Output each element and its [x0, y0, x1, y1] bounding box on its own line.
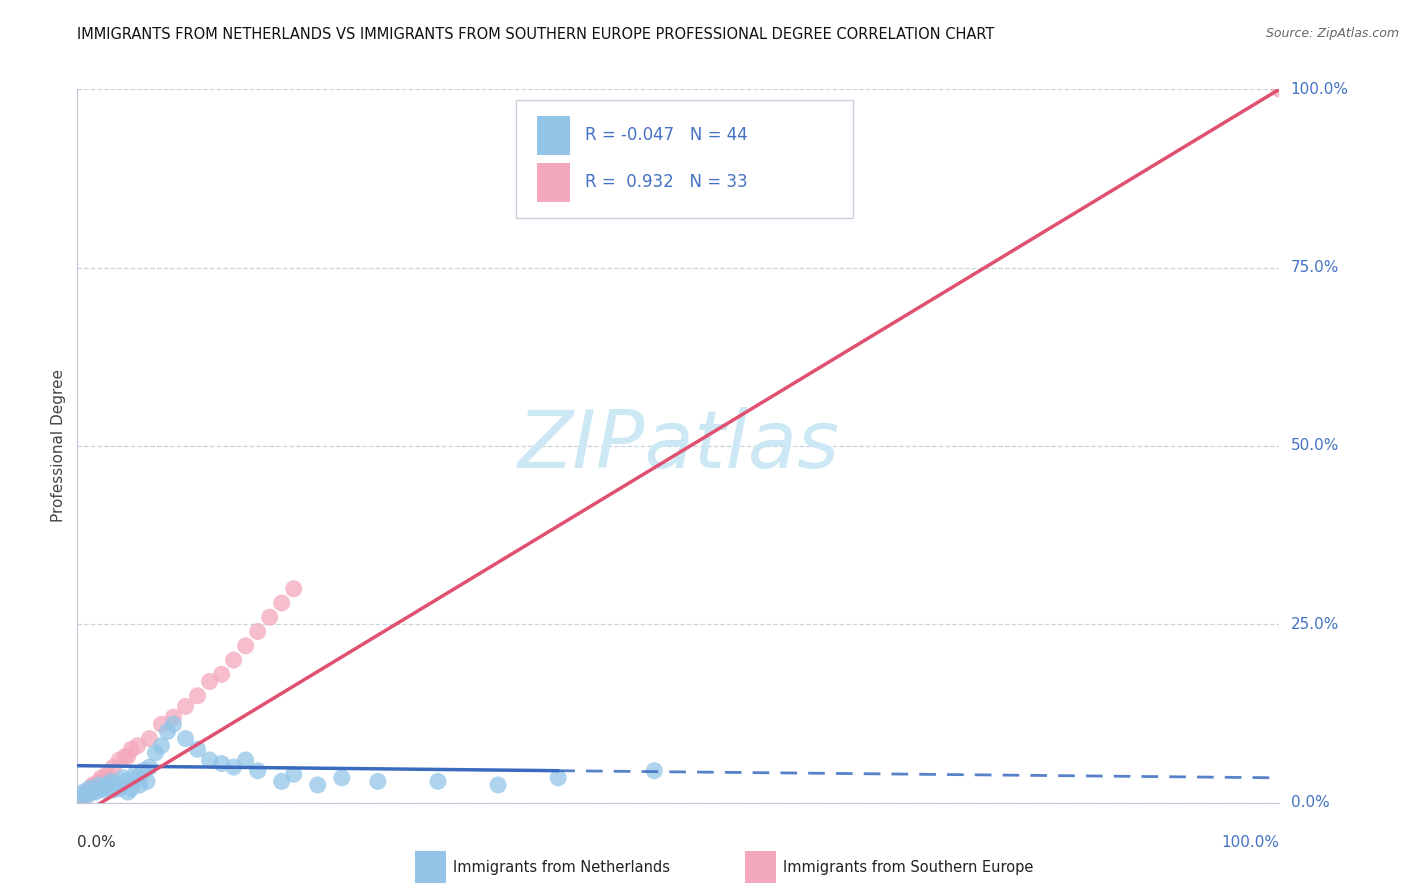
Point — [80, 785, 103, 799]
Point — [103, 760, 125, 774]
Point — [174, 699, 197, 714]
Point — [72, 785, 94, 799]
FancyBboxPatch shape — [537, 162, 571, 202]
Point — [186, 742, 209, 756]
Point — [87, 774, 110, 789]
Text: 0.0%: 0.0% — [1291, 796, 1329, 810]
Point — [76, 785, 98, 799]
Point — [94, 771, 117, 785]
Point — [70, 789, 93, 803]
Text: R =  0.932   N = 33: R = 0.932 N = 33 — [585, 173, 747, 191]
Point — [108, 753, 131, 767]
Point — [1268, 82, 1291, 96]
Point — [198, 674, 221, 689]
Point — [75, 787, 97, 801]
Point — [283, 582, 305, 596]
Point — [235, 753, 257, 767]
Point — [128, 778, 150, 792]
Point — [93, 783, 115, 797]
Point — [156, 724, 179, 739]
Point — [283, 767, 305, 781]
Point — [127, 739, 149, 753]
Point — [186, 689, 209, 703]
Point — [132, 764, 155, 778]
Point — [270, 596, 292, 610]
Text: 75.0%: 75.0% — [1291, 260, 1339, 275]
Point — [70, 792, 93, 806]
FancyBboxPatch shape — [516, 100, 852, 218]
Text: IMMIGRANTS FROM NETHERLANDS VS IMMIGRANTS FROM SOUTHERN EUROPE PROFESSIONAL DEGR: IMMIGRANTS FROM NETHERLANDS VS IMMIGRANT… — [77, 27, 994, 42]
Point — [198, 753, 221, 767]
Point — [117, 785, 139, 799]
Point — [120, 742, 142, 756]
Point — [162, 710, 184, 724]
Point — [211, 667, 233, 681]
Point — [79, 781, 101, 796]
Point — [270, 774, 292, 789]
Text: 50.0%: 50.0% — [1291, 439, 1339, 453]
Point — [96, 778, 118, 792]
Point — [124, 767, 146, 781]
Text: ZIPatlas: ZIPatlas — [517, 407, 839, 485]
Point — [114, 749, 136, 764]
Point — [79, 785, 101, 799]
Text: 0.0%: 0.0% — [77, 835, 117, 850]
Point — [150, 739, 173, 753]
Text: 25.0%: 25.0% — [1291, 617, 1339, 632]
Point — [145, 746, 167, 760]
FancyBboxPatch shape — [537, 116, 571, 155]
Point — [211, 756, 233, 771]
Point — [136, 774, 159, 789]
Point — [96, 767, 118, 781]
Point — [150, 717, 173, 731]
Point — [427, 774, 450, 789]
Point — [138, 760, 160, 774]
Text: Source: ZipAtlas.com: Source: ZipAtlas.com — [1265, 27, 1399, 40]
Point — [87, 778, 110, 792]
Point — [114, 774, 136, 789]
Point — [547, 771, 569, 785]
Point — [174, 731, 197, 746]
Point — [80, 781, 103, 796]
Text: Immigrants from Southern Europe: Immigrants from Southern Europe — [783, 860, 1033, 874]
Point — [84, 778, 107, 792]
Point — [90, 771, 112, 785]
Point — [72, 789, 94, 803]
Point — [100, 774, 122, 789]
Point — [222, 653, 245, 667]
Point — [127, 771, 149, 785]
Point — [104, 778, 127, 792]
Point — [76, 789, 98, 803]
Y-axis label: Professional Degree: Professional Degree — [51, 369, 66, 523]
Point — [103, 783, 125, 797]
Point — [82, 778, 104, 792]
Text: 100.0%: 100.0% — [1222, 835, 1279, 850]
Point — [330, 771, 353, 785]
Text: Immigrants from Netherlands: Immigrants from Netherlands — [453, 860, 669, 874]
Point — [90, 781, 112, 796]
Point — [643, 764, 665, 778]
Point — [120, 781, 142, 796]
Point — [307, 778, 329, 792]
Point — [259, 610, 281, 624]
Point — [111, 771, 134, 785]
Point — [486, 778, 509, 792]
Point — [70, 790, 93, 805]
Point — [246, 764, 269, 778]
Point — [222, 760, 245, 774]
Point — [246, 624, 269, 639]
Point — [108, 781, 131, 796]
Point — [138, 731, 160, 746]
Point — [367, 774, 389, 789]
Point — [84, 785, 107, 799]
Text: 100.0%: 100.0% — [1291, 82, 1348, 96]
Text: R = -0.047   N = 44: R = -0.047 N = 44 — [585, 126, 748, 144]
Point — [162, 717, 184, 731]
Point — [117, 749, 139, 764]
Point — [235, 639, 257, 653]
